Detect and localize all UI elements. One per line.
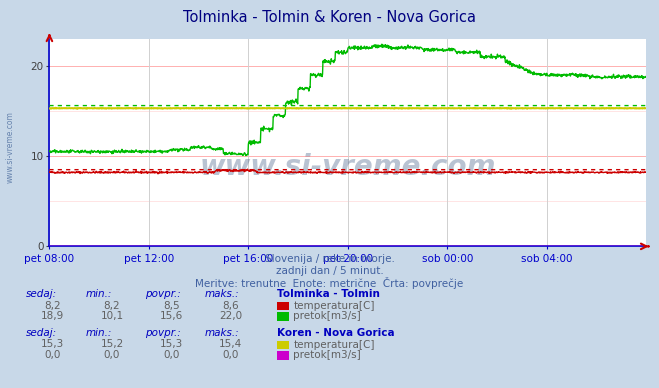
Text: temperatura[C]: temperatura[C] — [293, 301, 375, 311]
Text: 15,4: 15,4 — [219, 340, 243, 350]
Text: sedaj:: sedaj: — [26, 328, 57, 338]
Text: 0,0: 0,0 — [104, 350, 120, 360]
Text: Slovenija / reke in morje.: Slovenija / reke in morje. — [264, 254, 395, 264]
Text: www.si-vreme.com: www.si-vreme.com — [5, 111, 14, 184]
Text: maks.:: maks.: — [204, 289, 239, 299]
Text: zadnji dan / 5 minut.: zadnji dan / 5 minut. — [275, 266, 384, 276]
Text: 0,0: 0,0 — [45, 350, 61, 360]
Text: 18,9: 18,9 — [41, 311, 65, 321]
Text: 8,2: 8,2 — [44, 301, 61, 311]
Text: 0,0: 0,0 — [223, 350, 239, 360]
Text: temperatura[C]: temperatura[C] — [293, 340, 375, 350]
Text: 15,3: 15,3 — [159, 340, 183, 350]
Text: Koren - Nova Gorica: Koren - Nova Gorica — [277, 328, 394, 338]
Text: sedaj:: sedaj: — [26, 289, 57, 299]
Text: min.:: min.: — [86, 289, 112, 299]
Text: 8,2: 8,2 — [103, 301, 121, 311]
Text: povpr.:: povpr.: — [145, 289, 181, 299]
Text: 22,0: 22,0 — [219, 311, 243, 321]
Text: 8,5: 8,5 — [163, 301, 180, 311]
Text: Tolminka - Tolmin: Tolminka - Tolmin — [277, 289, 380, 299]
Text: povpr.:: povpr.: — [145, 328, 181, 338]
Text: 8,6: 8,6 — [222, 301, 239, 311]
Text: 0,0: 0,0 — [163, 350, 179, 360]
Text: maks.:: maks.: — [204, 328, 239, 338]
Text: pretok[m3/s]: pretok[m3/s] — [293, 311, 361, 321]
Text: Meritve: trenutne  Enote: metrične  Črta: povprečje: Meritve: trenutne Enote: metrične Črta: … — [195, 277, 464, 289]
Text: 15,3: 15,3 — [41, 340, 65, 350]
Text: 10,1: 10,1 — [100, 311, 124, 321]
Text: 15,6: 15,6 — [159, 311, 183, 321]
Text: Tolminka - Tolmin & Koren - Nova Gorica: Tolminka - Tolmin & Koren - Nova Gorica — [183, 10, 476, 25]
Text: 15,2: 15,2 — [100, 340, 124, 350]
Text: pretok[m3/s]: pretok[m3/s] — [293, 350, 361, 360]
Text: min.:: min.: — [86, 328, 112, 338]
Text: www.si-vreme.com: www.si-vreme.com — [200, 154, 496, 182]
